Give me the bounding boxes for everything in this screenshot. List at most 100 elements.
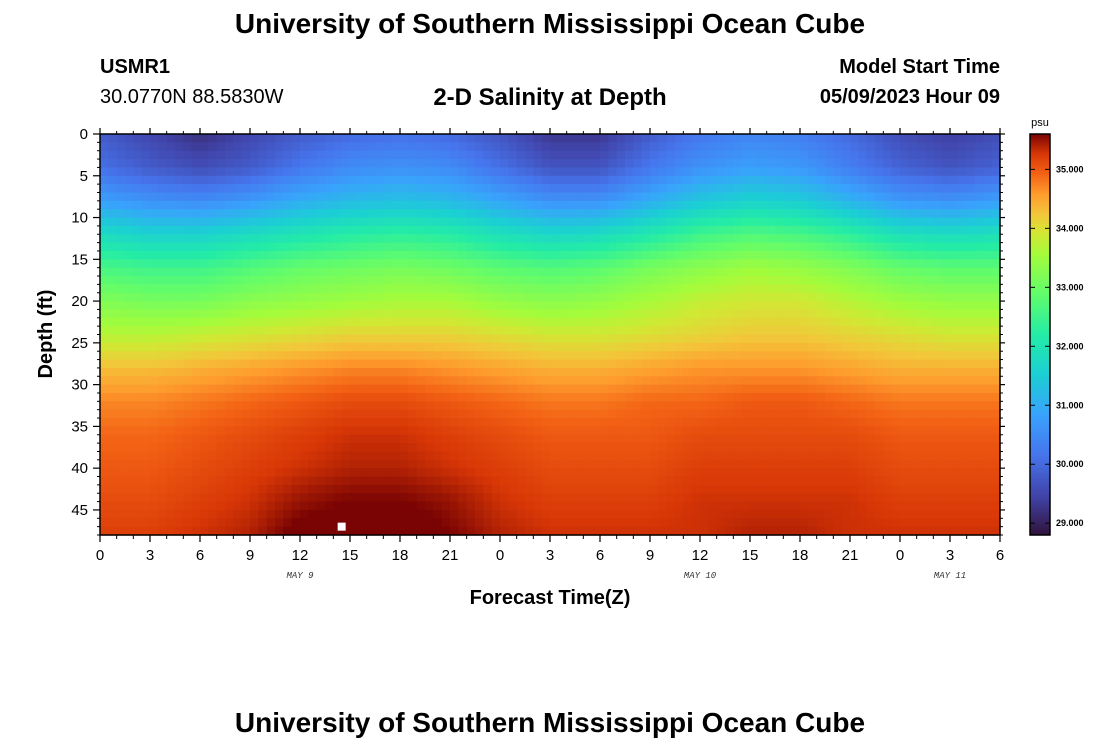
- heatmap-cell: [758, 175, 768, 185]
- heatmap-cell: [433, 292, 443, 302]
- heatmap-cell: [575, 434, 584, 444]
- heatmap-cell: [116, 250, 126, 260]
- heatmap-cell: [966, 418, 976, 427]
- heatmap-cell: [516, 359, 526, 369]
- heatmap-cell: [358, 292, 368, 302]
- heatmap-cell: [816, 376, 826, 386]
- heatmap-cell: [858, 418, 868, 427]
- heatmap-cell: [858, 493, 868, 503]
- heatmap-cell: [408, 309, 418, 319]
- heatmap-cell: [791, 225, 801, 235]
- heatmap-cell: [383, 493, 393, 503]
- heatmap-cell: [658, 476, 668, 486]
- heatmap-cell: [991, 209, 1001, 219]
- heatmap-cell: [100, 476, 109, 486]
- heatmap-cell: [833, 301, 843, 311]
- heatmap-cell: [133, 426, 143, 436]
- heatmap-cell: [700, 209, 709, 219]
- heatmap-cell: [550, 134, 559, 143]
- heatmap-cell: [566, 250, 576, 260]
- heatmap-cell: [691, 284, 701, 294]
- heatmap-cell: [833, 309, 843, 319]
- heatmap-cell: [716, 418, 726, 427]
- heatmap-cell: [458, 451, 468, 461]
- heatmap-cell: [258, 326, 268, 336]
- heatmap-cell: [633, 509, 643, 519]
- heatmap-cell: [233, 476, 243, 486]
- heatmap-cell: [841, 434, 851, 444]
- heatmap-cell: [150, 484, 159, 494]
- heatmap-cell: [633, 426, 643, 436]
- heatmap-cell: [216, 426, 226, 436]
- heatmap-cell: [158, 501, 168, 511]
- heatmap-cell: [966, 451, 976, 461]
- heatmap-cell: [125, 493, 134, 503]
- heatmap-cell: [858, 267, 868, 277]
- heatmap-cell: [233, 443, 243, 453]
- heatmap-cell: [500, 476, 509, 486]
- heatmap-cell: [200, 367, 209, 377]
- heatmap-cell: [733, 317, 743, 327]
- heatmap-cell: [708, 342, 718, 352]
- heatmap-cell: [925, 392, 934, 402]
- heatmap-cell: [350, 242, 359, 252]
- heatmap-cell: [891, 234, 901, 244]
- heatmap-cell: [916, 175, 926, 185]
- heatmap-cell: [366, 150, 376, 160]
- heatmap-cell: [358, 484, 368, 494]
- heatmap-cell: [300, 334, 309, 344]
- heatmap-cell: [625, 175, 634, 185]
- heatmap-cell: [333, 509, 343, 519]
- heatmap-cell: [566, 409, 576, 419]
- heatmap-cell: [566, 392, 576, 402]
- heatmap-cell: [691, 342, 701, 352]
- heatmap-cell: [950, 209, 959, 219]
- heatmap-cell: [891, 401, 901, 411]
- heatmap-cell: [800, 250, 809, 260]
- heatmap-cell: [733, 167, 743, 177]
- heatmap-cell: [366, 493, 376, 503]
- heatmap-cell: [216, 276, 226, 285]
- heatmap-cell: [958, 384, 968, 394]
- heatmap-cell: [558, 250, 568, 260]
- heatmap-cell: [416, 468, 426, 478]
- heatmap-cell: [950, 484, 959, 494]
- heatmap-cell: [983, 384, 993, 394]
- heatmap-cell: [633, 334, 643, 344]
- heatmap-cell: [341, 309, 351, 319]
- heatmap-cell: [725, 409, 734, 419]
- heatmap-cell: [641, 351, 651, 361]
- heatmap-cell: [150, 401, 159, 411]
- heatmap-cell: [925, 250, 934, 260]
- heatmap-cell: [358, 267, 368, 277]
- heatmap-cell: [908, 209, 918, 219]
- heatmap-cell: [366, 134, 376, 143]
- heatmap-cell: [741, 359, 751, 369]
- heatmap-cell: [983, 342, 993, 352]
- heatmap-cell: [800, 451, 809, 461]
- heatmap-cell: [675, 459, 684, 469]
- heatmap-cell: [375, 359, 384, 369]
- heatmap-cell: [158, 242, 168, 252]
- heatmap-cell: [350, 292, 359, 302]
- heatmap-cell: [708, 317, 718, 327]
- heatmap-cell: [108, 518, 118, 528]
- heatmap-cell: [650, 209, 659, 219]
- heatmap-cell: [100, 342, 109, 352]
- heatmap-cell: [133, 309, 143, 319]
- heatmap-cell: [125, 134, 134, 143]
- heatmap-cell: [500, 309, 509, 319]
- heatmap-cell: [316, 192, 326, 202]
- heatmap-cell: [191, 234, 201, 244]
- heatmap-cell: [666, 184, 676, 194]
- heatmap-cell: [825, 150, 834, 160]
- heatmap-cell: [600, 200, 609, 210]
- heatmap-cell: [775, 192, 784, 202]
- heatmap-cell: [541, 150, 551, 160]
- heatmap-cell: [200, 501, 209, 511]
- heatmap-cell: [600, 334, 609, 344]
- heatmap-cell: [941, 301, 951, 311]
- heatmap-cell: [366, 284, 376, 294]
- heatmap-cell: [233, 217, 243, 227]
- heatmap-cell: [483, 242, 493, 252]
